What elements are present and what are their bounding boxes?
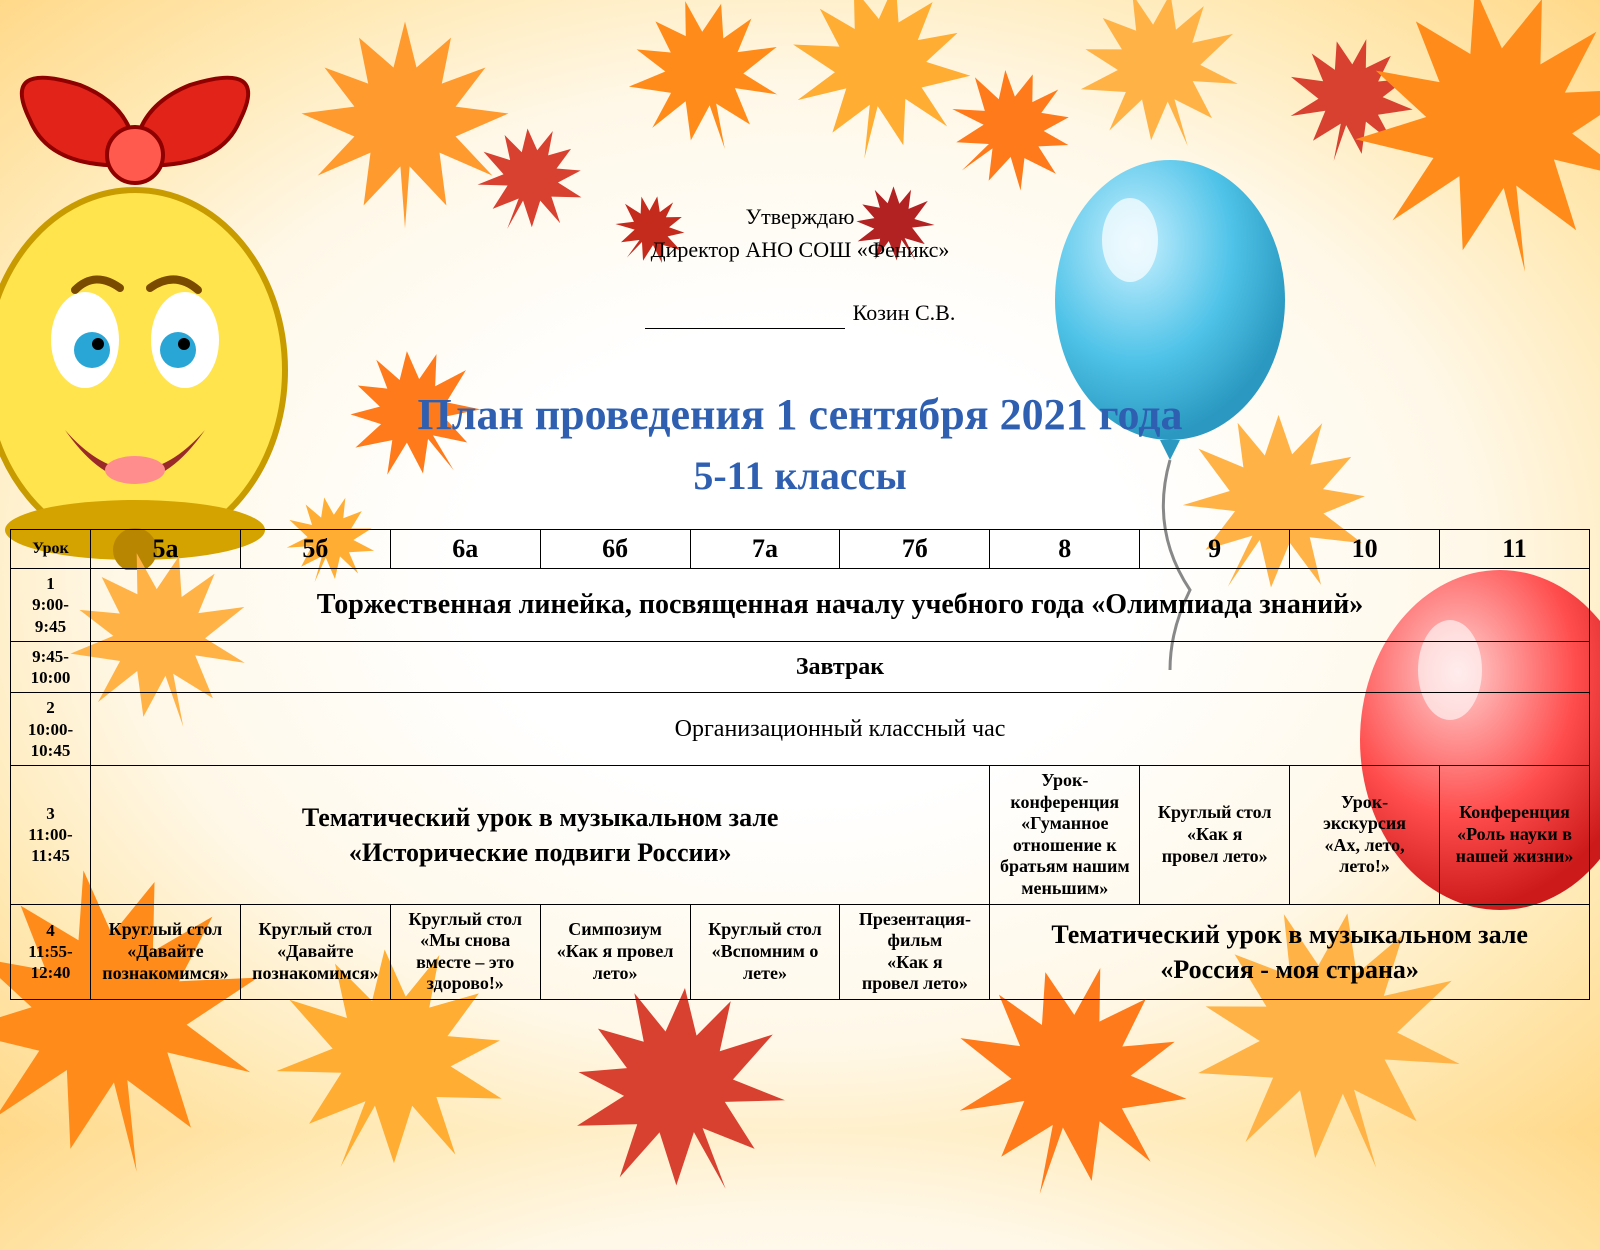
table-row: 19:00-9:45 Торжественная линейка, посвящ…	[11, 569, 1590, 642]
col-7a: 7а	[690, 530, 840, 569]
col-lesson: Урок	[11, 530, 91, 569]
col-8: 8	[990, 530, 1140, 569]
row4-music-hall: Тематический урок в музыкальном зале«Рос…	[990, 904, 1590, 999]
title-line-1: План проведения 1 сентября 2021 года	[0, 389, 1600, 440]
row4-7b: Презентация-фильм«Как япровел лето»	[840, 904, 990, 999]
row3-c10: Урок-экскурсия«Ах, лето,лето!»	[1290, 766, 1440, 905]
col-9: 9	[1140, 530, 1290, 569]
col-5a: 5а	[91, 530, 241, 569]
row3-music-hall: Тематический урок в музыкальном зале«Ист…	[91, 766, 990, 905]
col-11: 11	[1440, 530, 1590, 569]
table-row: 9:45-10:00 Завтрак	[11, 641, 1590, 693]
row3-c11: Конференция«Роль науки внашей жизни»	[1440, 766, 1590, 905]
row4-6b: Симпозиум«Как я провеллето»	[540, 904, 690, 999]
table-header-row: Урок 5а 5б 6а 6б 7а 7б 8 9 10 11	[11, 530, 1590, 569]
row4-5a: Круглый стол«Давайтепознакомимся»	[91, 904, 241, 999]
approve-text: Утверждаю	[0, 200, 1600, 233]
time-cell: 9:45-10:00	[11, 641, 91, 693]
director-name: Козин С.В.	[853, 300, 956, 325]
time-cell: 411:55-12:40	[11, 904, 91, 999]
row4-5b: Круглый стол«Давайтепознакомимся»	[240, 904, 390, 999]
col-5b: 5б	[240, 530, 390, 569]
row4-7a: Круглый стол«Вспомним олете»	[690, 904, 840, 999]
row-org-hour: Организационный классный час	[91, 693, 1590, 766]
row-breakfast: Завтрак	[91, 641, 1590, 693]
approval-block: Утверждаю Директор АНО СОШ «Феникс» Кози…	[0, 0, 1600, 329]
table-row: 411:55-12:40 Круглый стол«Давайтепознако…	[11, 904, 1590, 999]
col-10: 10	[1290, 530, 1440, 569]
director-text: Директор АНО СОШ «Феникс»	[0, 233, 1600, 266]
col-7b: 7б	[840, 530, 990, 569]
title-line-2: 5-11 классы	[0, 452, 1600, 499]
col-6b: 6б	[540, 530, 690, 569]
time-cell: 19:00-9:45	[11, 569, 91, 642]
time-cell: 210:00-10:45	[11, 693, 91, 766]
table-row: 311:00-11:45 Тематический урок в музыкал…	[11, 766, 1590, 905]
schedule-table: Урок 5а 5б 6а 6б 7а 7б 8 9 10 11 19:00-9…	[10, 529, 1590, 1000]
time-cell: 311:00-11:45	[11, 766, 91, 905]
col-6a: 6а	[390, 530, 540, 569]
row-ceremony: Торжественная линейка, посвященная начал…	[91, 569, 1590, 642]
page-title: План проведения 1 сентября 2021 года 5-1…	[0, 389, 1600, 499]
row4-6a: Круглый стол«Мы сновавместе – этоздорово…	[390, 904, 540, 999]
signature-line: Козин С.В.	[0, 296, 1600, 329]
row3-c8: Урок-конференция«Гуманноеотношение кбрат…	[990, 766, 1140, 905]
table-row: 210:00-10:45 Организационный классный ча…	[11, 693, 1590, 766]
row3-c9: Круглый стол«Как япровел лето»	[1140, 766, 1290, 905]
